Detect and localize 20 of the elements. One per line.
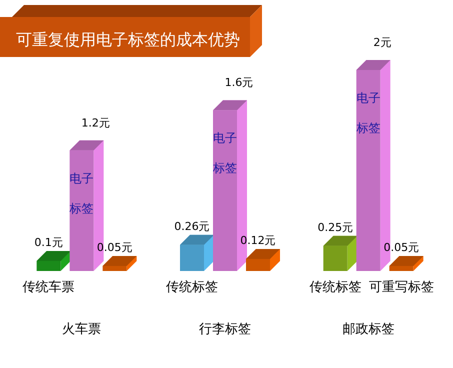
data-label: 2元 <box>373 36 392 49</box>
text: 电子标签 <box>213 131 237 176</box>
data-label: 0.12元 <box>240 234 276 247</box>
data-label: 1.6元 <box>224 76 254 90</box>
chart-title: 可重复使用电子标签的成本优势 <box>16 30 240 49</box>
text: 传统标签 <box>309 280 362 295</box>
data-label: 0.05元 <box>384 240 420 254</box>
data-label: 0.1元 <box>34 236 63 249</box>
x-tick-label: 火车票 <box>62 322 102 337</box>
data-label: 0.05元 <box>96 240 132 254</box>
x-tick-label: 邮政标签 <box>342 322 394 337</box>
text: 电子标签 <box>356 91 380 135</box>
text: 可重写标签 <box>368 280 434 295</box>
text: 电子标签 <box>70 171 94 216</box>
x-tick-label: 行李标签 <box>199 322 251 337</box>
data-label: 0.26元 <box>174 220 210 233</box>
text: 传统车票 <box>22 280 75 295</box>
data-label: 1.2元 <box>81 116 110 130</box>
data-label: 0.25元 <box>318 220 354 234</box>
text: 传统标签 <box>166 280 218 295</box>
